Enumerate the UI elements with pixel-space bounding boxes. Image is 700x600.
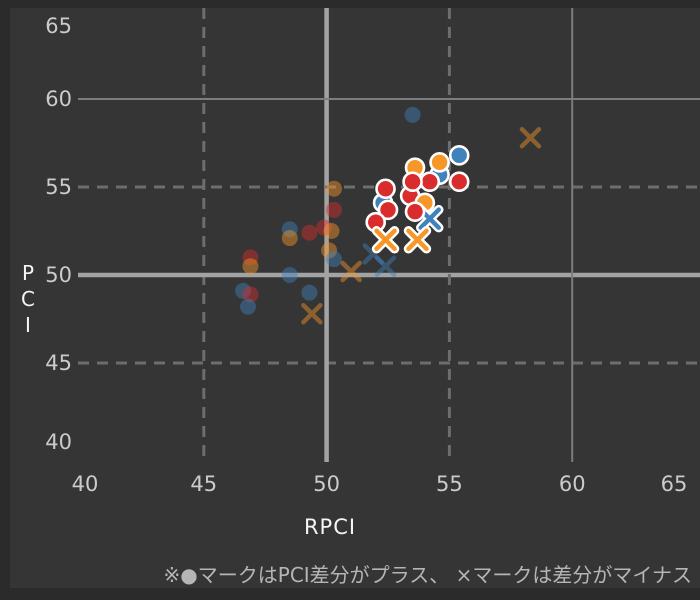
- data-point-circle-orange: [325, 180, 342, 197]
- data-point-circle-orange: [323, 223, 340, 239]
- data-point-circle-blue: [235, 282, 252, 299]
- y-tick-label-50: 50: [45, 263, 72, 287]
- y-tick-label-55: 55: [45, 175, 72, 199]
- x-tick-label-50: 50: [313, 472, 340, 496]
- data-point-circle-orange: [281, 230, 298, 247]
- data-point-circle-red: [404, 201, 426, 222]
- scatter-chart-panel: 40 45 50 55 60 65 40 45 50 55 60 65 PCI RPCI ※●マークは…: [10, 8, 700, 588]
- scatter-plot: 40 45 50 55 60 65 40 45 50 55 60 65: [45, 8, 700, 496]
- data-point-circle-blue: [240, 298, 257, 315]
- data-point-circle-blue: [281, 221, 298, 238]
- data-point-circle-red: [375, 178, 396, 200]
- data-point-x-orange: [374, 228, 397, 252]
- data-point-circle-red: [301, 224, 318, 241]
- x-tick-label-40: 40: [72, 472, 99, 496]
- x-axis-title: RPCI: [303, 515, 357, 539]
- x-tick-label-60: 60: [559, 472, 586, 496]
- y-tick-label-45: 45: [45, 351, 72, 375]
- data-point-x-orange: [406, 228, 429, 252]
- data-point-circle-blue: [281, 267, 298, 283]
- data-point-circle-red: [325, 201, 342, 218]
- data-point-circle-red: [377, 199, 399, 221]
- data-point-circle-red: [402, 171, 423, 193]
- y-tick-label-40: 40: [45, 430, 72, 454]
- data-point-circle-orange: [429, 152, 450, 173]
- data-point-circle-blue: [325, 251, 342, 268]
- data-point-circle-blue: [448, 145, 470, 166]
- data-point-circle-orange: [321, 242, 338, 259]
- data-point-circle-orange: [242, 258, 259, 275]
- y-tick-label-65: 65: [45, 14, 72, 38]
- x-tick-label-55: 55: [436, 472, 463, 496]
- data-point-circle-blue: [301, 284, 318, 301]
- data-point-circle-red: [316, 219, 333, 236]
- x-tick-label-45: 45: [190, 472, 217, 496]
- data-point-x-orange: [519, 126, 542, 149]
- data-point-circle-blue: [404, 106, 421, 123]
- data-point-x-orange: [340, 260, 362, 283]
- data-point-circle-red: [242, 249, 259, 266]
- data-point-circle-red: [242, 286, 259, 303]
- data-point-x-orange: [301, 302, 323, 325]
- y-axis-title: PCI: [16, 261, 40, 339]
- legend-note: ※●マークはPCI差分がプラス、 ×マークは差分がマイナス: [163, 563, 692, 587]
- data-point-circle-red: [419, 171, 441, 193]
- data-point-circle-red: [448, 171, 470, 193]
- x-tick-label-65: 65: [661, 472, 688, 496]
- y-tick-label-60: 60: [45, 87, 72, 111]
- data-point-x-blue: [374, 255, 397, 277]
